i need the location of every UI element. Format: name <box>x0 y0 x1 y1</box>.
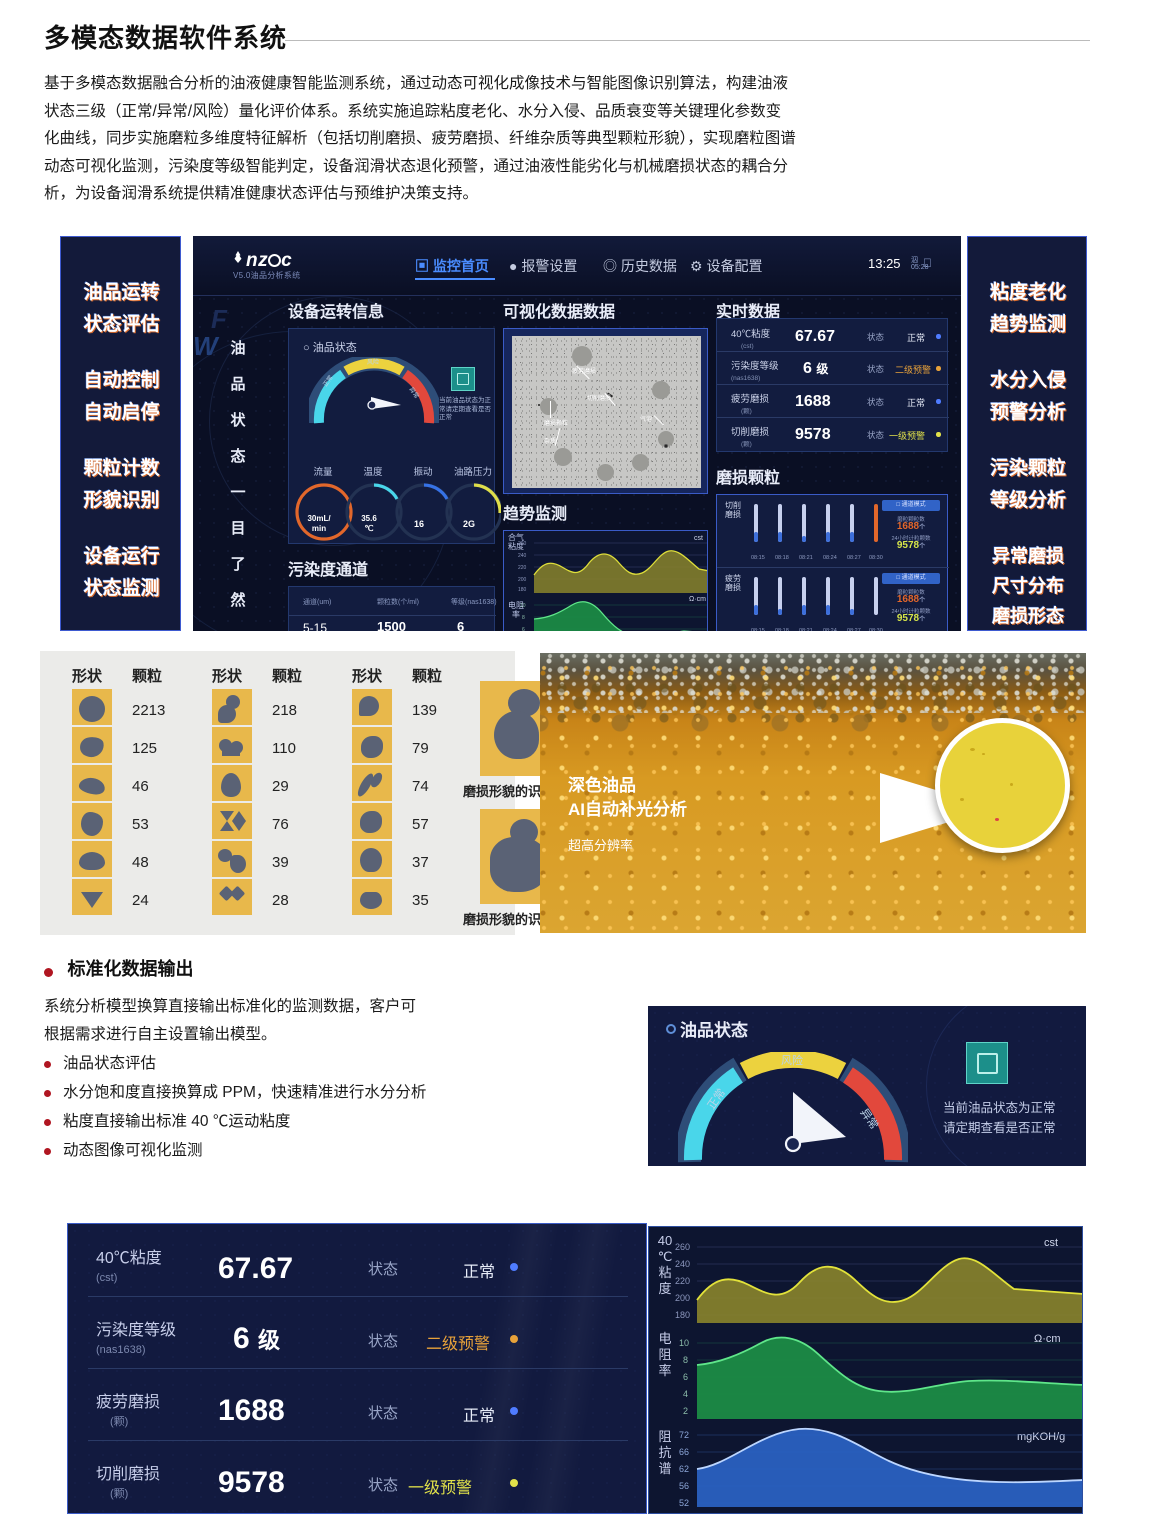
svg-text:200: 200 <box>675 1293 690 1303</box>
svg-text:220: 220 <box>675 1276 690 1286</box>
svg-text:72: 72 <box>679 1430 689 1440</box>
svg-text:4: 4 <box>683 1389 688 1399</box>
svg-text:8: 8 <box>683 1355 688 1365</box>
svg-text:2: 2 <box>683 1406 688 1416</box>
svg-text:240: 240 <box>675 1259 690 1269</box>
svg-text:风险: 风险 <box>781 1053 803 1067</box>
svg-text:8: 8 <box>522 615 525 621</box>
svg-text:260: 260 <box>675 1242 690 1252</box>
svg-text:66: 66 <box>679 1447 689 1457</box>
svg-text:6: 6 <box>522 627 525 631</box>
svg-text:56: 56 <box>679 1481 689 1491</box>
svg-text:180: 180 <box>675 1310 690 1320</box>
svg-text:200: 200 <box>518 577 527 583</box>
svg-text:10: 10 <box>679 1338 689 1348</box>
svg-text:260: 260 <box>518 541 527 547</box>
svg-text:52: 52 <box>679 1498 689 1507</box>
svg-text:10: 10 <box>520 603 526 609</box>
svg-text:240: 240 <box>518 553 527 559</box>
svg-text:6: 6 <box>683 1372 688 1382</box>
svg-text:220: 220 <box>518 565 527 571</box>
svg-text:风险: 风险 <box>367 358 379 366</box>
svg-text:62: 62 <box>679 1464 689 1474</box>
